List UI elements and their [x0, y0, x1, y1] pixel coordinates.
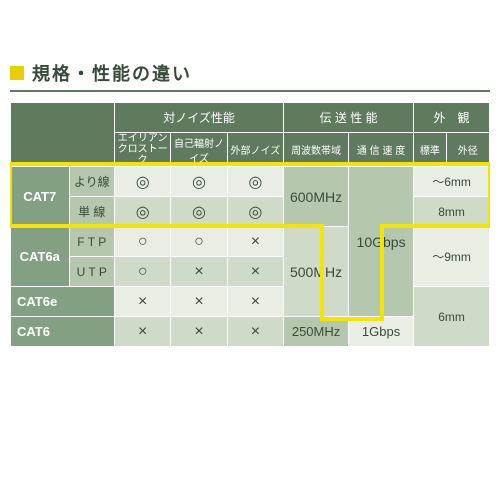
- cell-dia-6mm: 6mm: [414, 287, 490, 347]
- cell: ◎: [171, 197, 227, 227]
- row-label-cat6a-utp: U T P: [69, 257, 115, 287]
- row-label-cat6a-ftp: F T P: [69, 227, 115, 257]
- cell: ○: [115, 227, 171, 257]
- cell: ×: [227, 257, 283, 287]
- row-label-cat7: CAT7: [11, 167, 70, 227]
- cell: ×: [171, 287, 227, 317]
- cell: ◎: [115, 197, 171, 227]
- cell-freq-600: 600MHz: [284, 167, 349, 227]
- row-label-cat7-stranded: より線: [69, 167, 115, 197]
- cell: ◎: [171, 167, 227, 197]
- section-title: 規格・性能の違い: [10, 60, 490, 92]
- cell: ×: [115, 287, 171, 317]
- row-label-cat6: CAT6: [11, 317, 115, 347]
- group-header-noise: 対ノイズ性能: [115, 103, 284, 133]
- cell: ×: [171, 257, 227, 287]
- cell: ×: [227, 317, 283, 347]
- subheader-speed: 通 信 速 度: [349, 133, 414, 167]
- subheader-self: 自己輻射ノイズ: [171, 133, 227, 167]
- subheader-alien: エイリアン クロストーク: [115, 133, 171, 167]
- spec-table: 対ノイズ性能 伝 送 性 能 外 観 エイリアン クロストーク 自己輻射ノイズ …: [10, 102, 490, 347]
- cell: ×: [115, 317, 171, 347]
- cell: ○: [171, 227, 227, 257]
- group-header-transmission: 伝 送 性 能: [284, 103, 414, 133]
- title-square-icon: [10, 66, 24, 80]
- cell-speed-10g: 10Gbps: [349, 167, 414, 317]
- cell: ×: [227, 227, 283, 257]
- row-label-cat6e: CAT6e: [11, 287, 115, 317]
- group-header-appearance: 外 観: [414, 103, 490, 133]
- cell: ◎: [227, 167, 283, 197]
- subheader-std: 標準: [414, 133, 447, 167]
- subheader-ext: 外部ノイズ: [227, 133, 283, 167]
- subheader-freq: 周波数帯域: [284, 133, 349, 167]
- row-label-cat6a: CAT6a: [11, 227, 70, 287]
- title-text: 規格・性能の違い: [32, 60, 192, 86]
- header-blank: [11, 103, 115, 167]
- cell: ×: [171, 317, 227, 347]
- cell-dia-6mm-t: ～6mm: [414, 167, 490, 197]
- cell: ◎: [115, 167, 171, 197]
- cell: ○: [115, 257, 171, 287]
- cell-dia-8mm: 8mm: [414, 197, 490, 227]
- row-label-cat7-solid: 単 線: [69, 197, 115, 227]
- cell-freq-500: 500MHz: [284, 227, 349, 317]
- cell-freq-250: 250MHz: [284, 317, 349, 347]
- cell-dia-9mm: ～9mm: [414, 227, 490, 287]
- subheader-outer: 外径: [446, 133, 489, 167]
- cell: ◎: [227, 197, 283, 227]
- cell-speed-1g: 1Gbps: [349, 317, 414, 347]
- cell: ×: [227, 287, 283, 317]
- spec-table-wrap: 対ノイズ性能 伝 送 性 能 外 観 エイリアン クロストーク 自己輻射ノイズ …: [10, 102, 490, 347]
